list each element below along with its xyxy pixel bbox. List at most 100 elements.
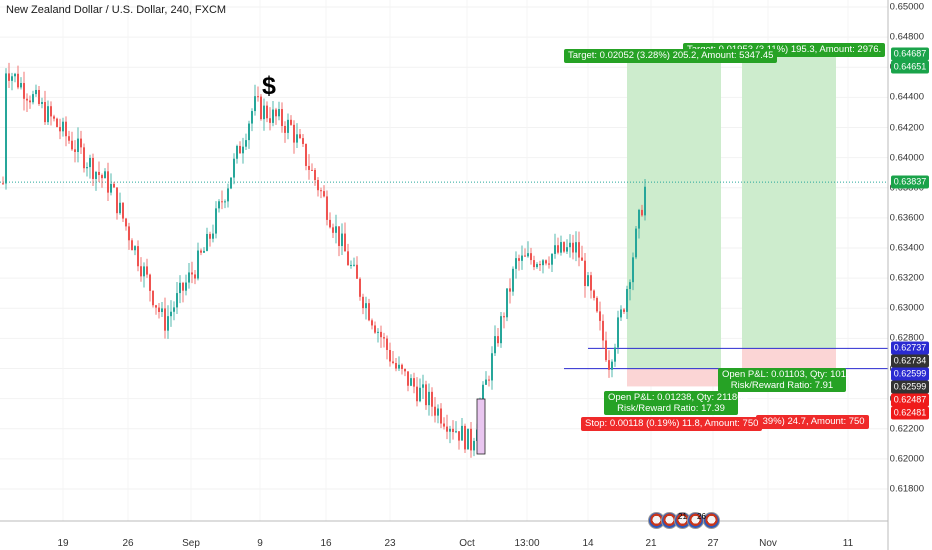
candle — [77, 127, 79, 163]
candle-body — [134, 246, 136, 251]
candle — [113, 181, 115, 188]
candle — [578, 231, 580, 267]
candle-body — [362, 296, 364, 309]
candle — [566, 239, 568, 254]
candle — [119, 192, 121, 215]
candle — [83, 143, 85, 173]
candle-body — [107, 171, 109, 193]
candle — [623, 308, 625, 315]
candle — [266, 101, 268, 123]
candle — [440, 403, 442, 429]
candle-body — [47, 106, 49, 123]
pnl-box-1[interactable]: Open P&L: 0.01238, Qty: 211864 Risk/Rewa… — [604, 391, 748, 415]
candle-body — [17, 73, 19, 88]
candle-body — [548, 263, 550, 265]
x-tick-label: 19 — [57, 538, 69, 549]
candle — [392, 351, 394, 365]
candle-body — [215, 208, 217, 234]
candle-body — [122, 202, 124, 219]
candle — [347, 243, 349, 266]
candle — [374, 321, 376, 334]
candle-body — [143, 266, 145, 277]
candle — [398, 356, 400, 372]
candle — [386, 335, 388, 360]
candle-body — [242, 146, 244, 154]
candle — [59, 118, 61, 140]
candle — [125, 217, 127, 231]
candle — [62, 117, 64, 137]
candle — [320, 187, 322, 199]
candle — [539, 260, 541, 272]
candle — [488, 375, 490, 387]
candle-body — [131, 240, 133, 251]
candle-body — [461, 425, 463, 441]
candle-body — [374, 325, 376, 333]
candle — [611, 359, 613, 378]
candle — [71, 131, 73, 151]
candle — [116, 187, 118, 220]
candle-body — [71, 140, 73, 150]
target-label-1[interactable]: Target: 0.02052 (3.28%) 205.2, Amount: 5… — [564, 49, 778, 63]
candle-body — [236, 145, 238, 159]
candle-body — [68, 136, 70, 141]
candle — [98, 161, 100, 183]
candle — [389, 342, 391, 367]
pnl-label-2: Open P&L: 0.01103, Qty: 101214 — [722, 369, 862, 380]
y-tick-label: 0.64800 — [889, 31, 924, 43]
candle-body — [380, 331, 382, 338]
pnl-box-2[interactable]: Open P&L: 0.01103, Qty: 101214 Risk/Rewa… — [718, 368, 862, 392]
candle-body — [533, 260, 535, 268]
y-tick-label: 0.64400 — [889, 91, 924, 103]
candle — [5, 68, 7, 190]
candle — [158, 303, 160, 319]
candle — [230, 177, 232, 190]
candle-body — [560, 242, 562, 253]
stop-label-1[interactable]: Stop: 0.00118 (0.19%) 11.8, Amount: 750 — [581, 417, 763, 431]
candles — [2, 62, 646, 458]
candle — [383, 332, 385, 348]
candle-body — [605, 340, 607, 361]
candle-body — [191, 272, 193, 275]
candle-body — [146, 266, 148, 275]
candle — [575, 231, 577, 262]
event-number: 26 — [697, 512, 706, 521]
candle-body — [299, 134, 301, 139]
candle-body — [431, 391, 433, 407]
y-tick-label: 0.64000 — [889, 152, 924, 164]
candle-body — [569, 242, 571, 248]
candle — [365, 296, 367, 320]
candle — [176, 282, 178, 314]
candle — [641, 204, 643, 217]
economic-events[interactable]: 21 26 — [648, 512, 720, 529]
candle-body — [188, 272, 190, 283]
candle-body — [521, 255, 523, 261]
candle-body — [485, 379, 487, 385]
candle-body — [287, 119, 289, 133]
candle-body — [212, 233, 214, 239]
x-tick-label: 27 — [707, 538, 719, 549]
candle-body — [29, 100, 31, 103]
candle — [587, 271, 589, 287]
candle-body — [155, 305, 157, 308]
candle — [149, 273, 151, 302]
candle-body — [116, 187, 118, 214]
candle-body — [56, 118, 58, 127]
candle — [257, 86, 259, 102]
candle — [524, 248, 526, 257]
candle-body — [311, 169, 313, 171]
candle — [401, 363, 403, 375]
candle — [404, 368, 406, 377]
candle-body — [104, 171, 106, 179]
candle-body — [209, 233, 211, 239]
stop-label-2[interactable]: .39%) 24.7, Amount: 750 — [756, 415, 869, 429]
candle — [197, 242, 199, 281]
candle-body — [602, 320, 604, 341]
candle-body — [314, 169, 316, 181]
candle — [332, 223, 334, 239]
candle-body — [335, 226, 337, 233]
event-flag-icon[interactable] — [703, 512, 720, 529]
candle-body — [416, 386, 418, 402]
candle-body — [608, 360, 610, 370]
candle-body — [566, 247, 568, 252]
